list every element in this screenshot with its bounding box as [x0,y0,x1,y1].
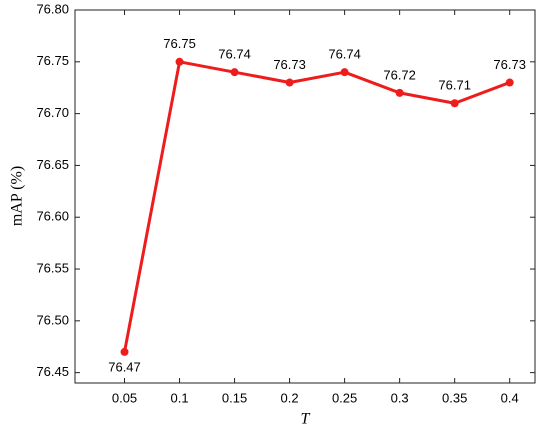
data-label: 76.72 [383,67,416,82]
y-tick-label: 76.50 [36,312,69,327]
x-axis-title: T [301,411,311,428]
data-label: 76.74 [218,47,251,62]
x-tick-label: 0.2 [281,390,299,405]
data-label: 76.75 [163,36,196,51]
data-point [285,78,294,87]
y-axis-title: mAP (%) [9,166,26,226]
data-point [175,57,184,66]
data-label: 76.47 [108,359,141,374]
x-tick-label: 0.25 [332,390,357,405]
data-point [450,99,459,108]
y-tick-label: 76.80 [36,1,69,16]
x-tick-label: 0.35 [442,390,467,405]
data-label: 76.74 [328,47,361,62]
x-tick-label: 0.3 [391,390,409,405]
data-point [120,347,129,356]
data-point [505,78,514,87]
x-tick-label: 0.05 [112,390,137,405]
y-tick-label: 76.70 [36,105,69,120]
y-tick-label: 76.65 [36,157,69,172]
y-tick-label: 76.55 [36,260,69,275]
y-tick-label: 76.45 [36,364,69,379]
x-tick-label: 0.15 [222,390,247,405]
data-label: 76.71 [438,78,471,93]
data-label: 76.73 [493,57,526,72]
x-tick-label: 0.4 [501,390,519,405]
y-tick-label: 76.75 [36,53,69,68]
y-tick-label: 76.60 [36,209,69,224]
plot-frame [74,9,536,384]
data-label: 76.73 [273,57,306,72]
data-point [230,68,239,77]
data-point [340,68,349,77]
x-tick-label: 0.1 [171,390,189,405]
data-point [395,88,404,97]
data-line [123,60,511,353]
